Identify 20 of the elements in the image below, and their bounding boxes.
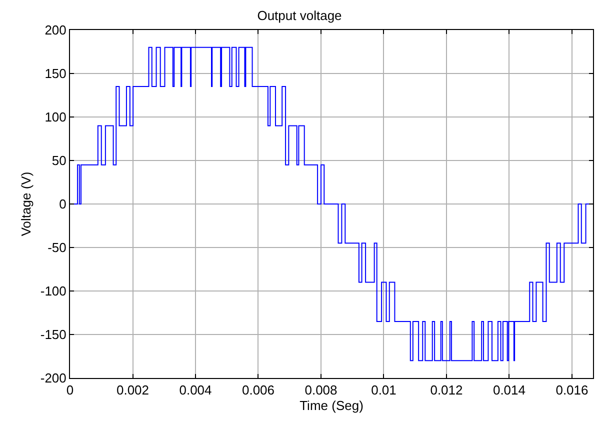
x-tick-label: 0.016 bbox=[556, 382, 588, 398]
y-tick-label: 50 bbox=[52, 153, 66, 168]
x-tick-label: 0.002 bbox=[116, 382, 150, 398]
y-tick-label: -50 bbox=[48, 240, 66, 256]
y-tick-label: -100 bbox=[40, 284, 66, 299]
x-axis-title: Time (Seg) bbox=[300, 398, 364, 414]
y-tick-label: -150 bbox=[40, 327, 66, 342]
x-tick-label: 0.006 bbox=[242, 382, 275, 398]
x-tick-label: 0.014 bbox=[492, 382, 526, 398]
y-tick-label: -200 bbox=[40, 370, 66, 386]
x-tick-label: 0.008 bbox=[304, 382, 338, 398]
chart-title: Output voltage bbox=[257, 8, 342, 23]
x-tick-label: 0.012 bbox=[430, 382, 463, 398]
y-axis-title: Voltage (V) bbox=[18, 172, 34, 236]
x-tick-label: 0.01 bbox=[371, 382, 396, 398]
y-tick-label: 0 bbox=[59, 196, 66, 212]
x-tick-label: 0.004 bbox=[179, 382, 212, 398]
y-tick-label: 100 bbox=[44, 110, 66, 125]
y-tick-label: 150 bbox=[44, 66, 66, 82]
y-tick-label: 200 bbox=[44, 22, 66, 38]
